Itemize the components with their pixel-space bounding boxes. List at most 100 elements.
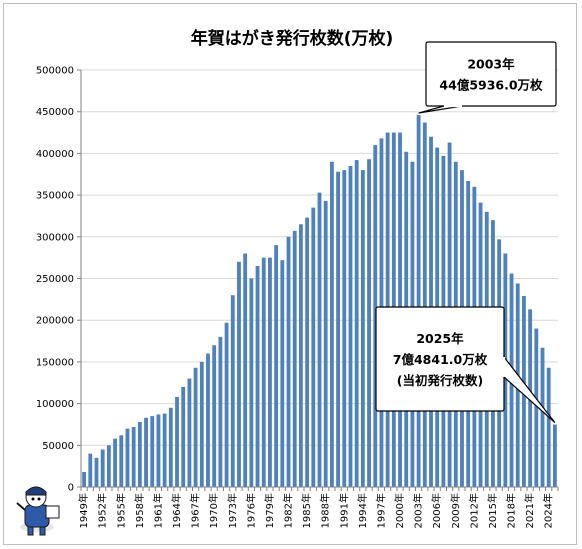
bar: [144, 417, 148, 487]
bar: [422, 122, 427, 488]
bar: [181, 386, 186, 487]
bar: [292, 230, 297, 487]
bar: [137, 421, 142, 487]
y-tick-label: 250000: [36, 274, 74, 285]
bar: [150, 416, 155, 487]
callout-line: 44億5936.0万枚: [439, 78, 543, 93]
bar: [255, 265, 260, 487]
bar: [243, 253, 248, 487]
y-tick-label: 200000: [36, 316, 74, 327]
x-tick-label: 1970年: [207, 493, 220, 528]
bar: [230, 295, 235, 487]
x-tick-label: 1961年: [151, 493, 164, 528]
mascot-logo: [16, 486, 60, 536]
y-tick-label: 0: [68, 483, 74, 494]
x-tick-label: 2015年: [486, 493, 499, 528]
x-tick-label: 2009年: [449, 493, 462, 528]
bar: [261, 257, 266, 487]
bar: [286, 236, 291, 487]
x-tick-label: 1964年: [170, 493, 183, 528]
mascot-leg: [27, 526, 34, 536]
bar: [336, 171, 341, 488]
bar: [249, 278, 254, 487]
y-tick-label: 50000: [42, 441, 74, 452]
bar: [360, 170, 365, 487]
bar: [156, 414, 161, 487]
x-tick-label: 2021年: [523, 493, 536, 528]
y-tick-label: 150000: [36, 357, 74, 368]
bar: [317, 192, 322, 487]
bar: [187, 378, 192, 487]
x-tick-label: 2018年: [505, 493, 518, 528]
bar: [367, 159, 371, 487]
x-tick-label: 2024年: [542, 493, 555, 528]
mascot-leg: [39, 526, 46, 536]
bar: [348, 165, 353, 487]
mascot-card: [45, 505, 60, 519]
mascot-eye: [37, 497, 41, 501]
bars: [82, 115, 557, 488]
axes: [80, 70, 558, 488]
callout-line: 2025年: [416, 331, 464, 346]
bar: [342, 170, 347, 487]
callout-line: 2003年: [467, 57, 515, 72]
x-tick-label: 1994年: [356, 493, 369, 528]
bar: [88, 453, 93, 487]
x-tick-label: 1967年: [189, 493, 202, 528]
bar: [100, 449, 105, 487]
x-tick-label: 2012年: [467, 493, 480, 528]
bar: [305, 217, 310, 488]
y-tick-label: 350000: [36, 191, 74, 202]
mascot-cap: [25, 486, 47, 496]
x-tick-label: 2006年: [430, 493, 443, 528]
x-tick-label: 1949年: [77, 493, 90, 528]
mascot-body: [24, 504, 50, 528]
bar: [298, 224, 303, 488]
bar: [131, 426, 136, 487]
bar: [534, 328, 539, 487]
bar: [175, 396, 179, 487]
x-tick-label: 2000年: [393, 493, 406, 528]
callout-line: (当初発行枚数): [397, 373, 483, 388]
mascot-arm: [16, 502, 26, 511]
callout-box: [425, 41, 557, 107]
bar: [199, 361, 204, 487]
x-tick-label: 1973年: [226, 493, 239, 528]
bar: [311, 207, 316, 488]
x-tick-label: 1985年: [300, 493, 313, 528]
bar: [119, 435, 124, 487]
bar: [354, 160, 359, 487]
mascot-eye: [31, 497, 35, 501]
bar: [193, 367, 198, 487]
y-tick-label: 450000: [36, 107, 74, 118]
bar: [546, 367, 551, 487]
bar: [540, 347, 545, 487]
bar: [268, 257, 272, 487]
callout-line: 7億4841.0万枚: [393, 352, 488, 367]
chart-title: 年賀はがき発行枚数(万枚): [191, 28, 394, 49]
callout: 2025年 7億4841.0万枚 (当初発行枚数): [375, 306, 556, 424]
bar: [206, 353, 210, 487]
bar: [552, 424, 557, 487]
x-tick-label: 1955年: [114, 493, 127, 528]
x-tick-label: 1979年: [263, 493, 276, 528]
bar: [237, 261, 241, 487]
bar: [218, 336, 223, 487]
x-tick-label: 1958年: [133, 493, 146, 528]
bar: [212, 345, 217, 487]
y-tick-label: 400000: [36, 149, 74, 160]
x-tick-label: 1982年: [282, 493, 295, 528]
bar: [274, 245, 279, 487]
x-tick-label: 1952年: [96, 493, 109, 528]
bar: [416, 115, 421, 487]
bar: [323, 200, 328, 488]
bar: [168, 407, 173, 487]
callouts: 2003年 44億5936.0万枚 2025年 7億4841.0万枚 (当初発行枚数): [375, 41, 557, 424]
bar: [125, 428, 130, 487]
bar: [373, 145, 378, 487]
x-axis-ticks: 1949年 1952年 1955年 1958年 1961年 1964年 1967年 1970年…: [77, 487, 559, 528]
callout: 2003年 44億5936.0万枚: [418, 41, 557, 114]
x-tick-label: 1991年: [337, 493, 350, 528]
y-axis-ticks: 0 50000 100000 150000 200000 250000 300000 3500…: [36, 66, 81, 494]
